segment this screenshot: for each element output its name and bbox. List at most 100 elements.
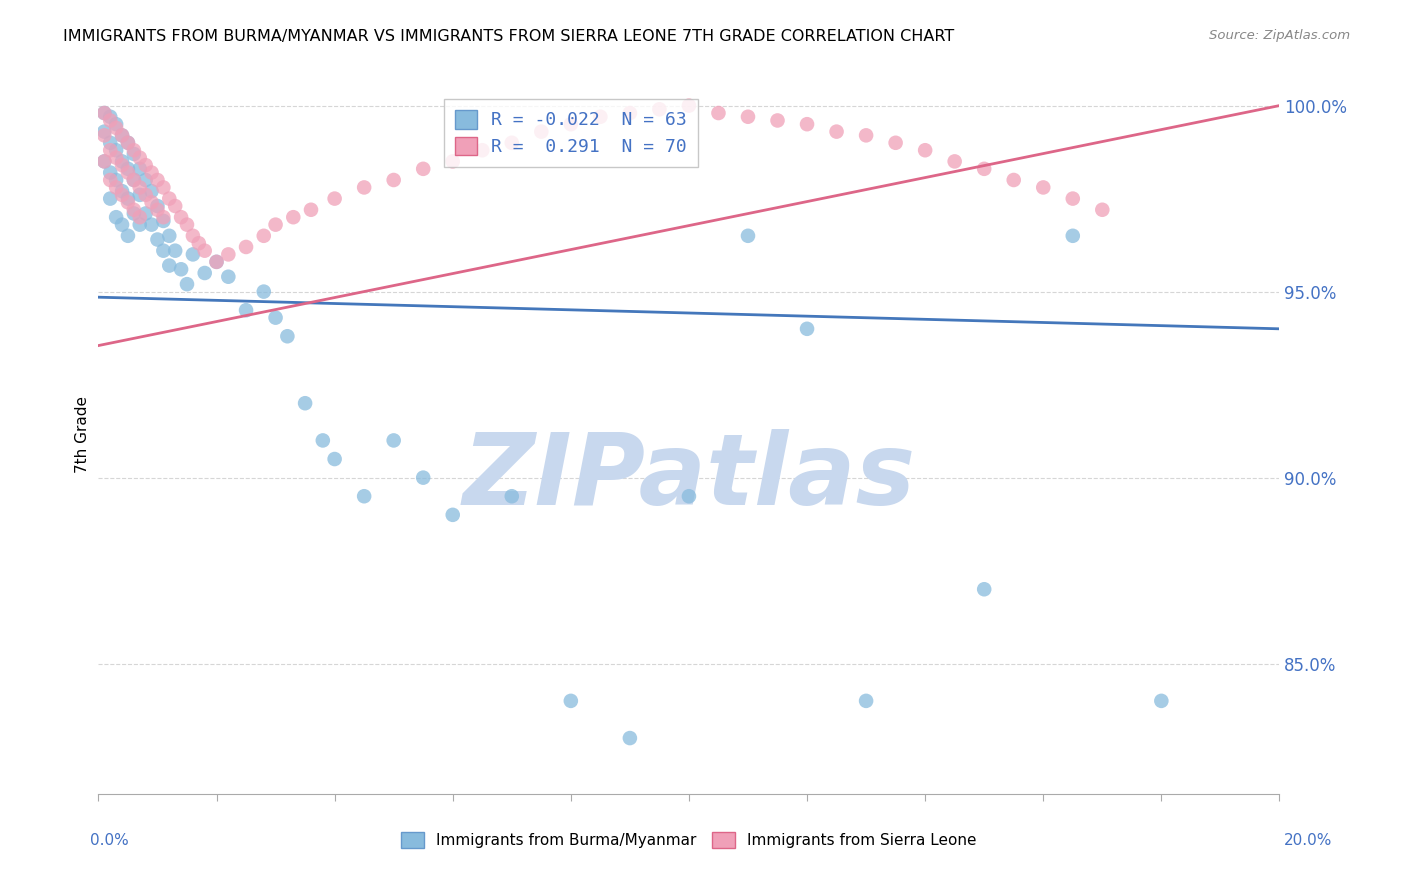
Point bbox=[128, 161, 150, 176]
Legend: Immigrants from Burma/Myanmar, Immigrants from Sierra Leone: Immigrants from Burma/Myanmar, Immigrant… bbox=[395, 826, 983, 855]
Point bbox=[707, 106, 730, 120]
Point bbox=[737, 110, 759, 124]
Point bbox=[441, 154, 464, 169]
Point bbox=[560, 117, 582, 131]
Point bbox=[135, 187, 157, 202]
Point bbox=[187, 236, 209, 251]
Text: IMMIGRANTS FROM BURMA/MYANMAR VS IMMIGRANTS FROM SIERRA LEONE 7TH GRADE CORRELAT: IMMIGRANTS FROM BURMA/MYANMAR VS IMMIGRA… bbox=[63, 29, 955, 44]
Point bbox=[93, 128, 115, 143]
Point bbox=[98, 165, 121, 179]
Point bbox=[98, 173, 121, 187]
Point bbox=[1091, 202, 1114, 217]
Point bbox=[117, 165, 139, 179]
Point bbox=[122, 143, 145, 157]
Text: ZIPatlas: ZIPatlas bbox=[463, 429, 915, 526]
Y-axis label: 7th Grade: 7th Grade bbox=[75, 396, 90, 474]
Point bbox=[128, 187, 150, 202]
Point bbox=[235, 240, 257, 254]
Point bbox=[353, 180, 375, 194]
Point bbox=[146, 173, 169, 187]
Point bbox=[105, 210, 128, 224]
Point bbox=[217, 247, 239, 261]
Point bbox=[283, 210, 305, 224]
Point bbox=[111, 128, 134, 143]
Point bbox=[170, 262, 193, 277]
Point bbox=[122, 202, 145, 217]
Point bbox=[105, 117, 128, 131]
Point bbox=[323, 192, 346, 206]
Point bbox=[117, 136, 139, 150]
Point bbox=[93, 106, 115, 120]
Point bbox=[294, 396, 316, 410]
Point bbox=[825, 125, 848, 139]
Point bbox=[105, 151, 128, 165]
Point bbox=[135, 206, 157, 220]
Point bbox=[217, 269, 239, 284]
Point bbox=[122, 206, 145, 220]
Point bbox=[111, 218, 134, 232]
Point bbox=[501, 136, 523, 150]
Point bbox=[93, 125, 115, 139]
Point bbox=[146, 199, 169, 213]
Point bbox=[560, 694, 582, 708]
Point bbox=[141, 165, 163, 179]
Point bbox=[678, 489, 700, 503]
Point bbox=[766, 113, 789, 128]
Point bbox=[165, 244, 187, 258]
Point bbox=[111, 184, 134, 198]
Point bbox=[276, 329, 298, 343]
Point bbox=[111, 154, 134, 169]
Point bbox=[117, 161, 139, 176]
Point bbox=[111, 128, 134, 143]
Point bbox=[157, 228, 180, 243]
Point bbox=[141, 195, 163, 210]
Point bbox=[181, 247, 204, 261]
Point bbox=[312, 434, 335, 448]
Point bbox=[855, 694, 877, 708]
Point bbox=[128, 210, 150, 224]
Point bbox=[181, 228, 204, 243]
Point bbox=[264, 218, 287, 232]
Point bbox=[141, 184, 163, 198]
Point bbox=[105, 173, 128, 187]
Point bbox=[323, 452, 346, 467]
Point bbox=[176, 218, 198, 232]
Point bbox=[855, 128, 877, 143]
Point bbox=[165, 199, 187, 213]
Point bbox=[194, 244, 217, 258]
Point bbox=[111, 158, 134, 172]
Point bbox=[914, 143, 936, 157]
Point bbox=[648, 103, 671, 117]
Point bbox=[441, 508, 464, 522]
Point bbox=[105, 180, 128, 194]
Point bbox=[152, 210, 174, 224]
Point bbox=[117, 228, 139, 243]
Point bbox=[146, 233, 169, 247]
Point bbox=[135, 173, 157, 187]
Point bbox=[157, 192, 180, 206]
Point bbox=[105, 143, 128, 157]
Point bbox=[1002, 173, 1025, 187]
Point bbox=[117, 195, 139, 210]
Point bbox=[412, 161, 434, 176]
Point bbox=[93, 154, 115, 169]
Point bbox=[530, 125, 553, 139]
Point bbox=[98, 143, 121, 157]
Point bbox=[152, 214, 174, 228]
Point bbox=[117, 192, 139, 206]
Point bbox=[382, 434, 405, 448]
Text: Source: ZipAtlas.com: Source: ZipAtlas.com bbox=[1209, 29, 1350, 42]
Point bbox=[122, 173, 145, 187]
Point bbox=[299, 202, 322, 217]
Point bbox=[152, 180, 174, 194]
Point bbox=[501, 489, 523, 503]
Point bbox=[973, 161, 995, 176]
Point bbox=[1062, 228, 1084, 243]
Point bbox=[98, 110, 121, 124]
Point bbox=[253, 228, 276, 243]
Point bbox=[973, 582, 995, 597]
Point bbox=[205, 255, 228, 269]
Point bbox=[146, 202, 169, 217]
Point bbox=[105, 120, 128, 135]
Point bbox=[619, 106, 641, 120]
